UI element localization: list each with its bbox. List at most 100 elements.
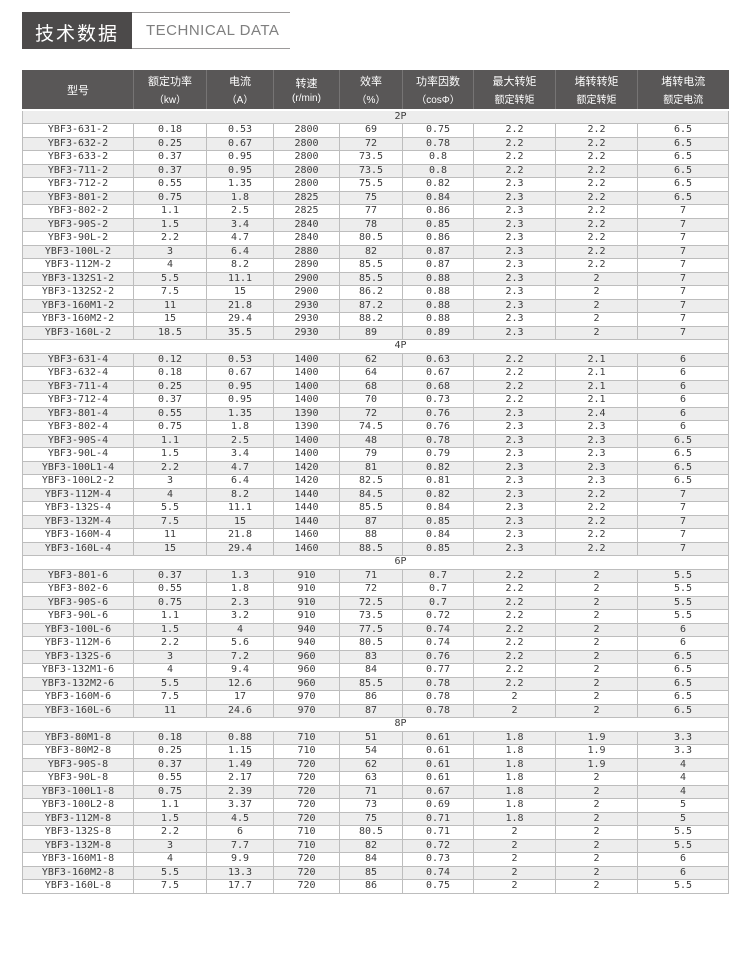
value-cell: 2.2 (555, 231, 638, 246)
table-row: YBF3-160L-4 15 29.4 1460 88.5 0.85 2.3 2.2 7 (22, 541, 729, 556)
value-cell: 1.8 (206, 582, 274, 597)
value-cell: 3 (133, 244, 207, 259)
value-cell: 2.2 (473, 649, 556, 664)
title-chinese: 技术数据 (22, 12, 133, 49)
value-cell: 0.61 (402, 730, 474, 745)
value-cell: 2 (555, 865, 638, 880)
value-cell: 2800 (273, 163, 340, 178)
value-cell: 910 (273, 595, 340, 610)
value-cell: 77.5 (339, 622, 403, 637)
value-cell: 2.3 (473, 406, 556, 421)
value-cell: 2 (473, 838, 556, 853)
value-cell: 7 (637, 258, 729, 273)
value-cell: 6.5 (637, 703, 729, 718)
model-cell: YBF3-801-4 (22, 406, 134, 421)
model-cell: YBF3-100L2-8 (22, 798, 134, 813)
value-cell: 4.7 (206, 460, 274, 475)
value-cell: 2.2 (555, 217, 638, 232)
value-cell: 0.67 (206, 136, 274, 151)
value-cell: 2840 (273, 217, 340, 232)
table-row: YBF3-112M-2 4 8.2 2890 85.5 0.87 2.3 2.2 7 (22, 258, 729, 273)
value-cell: 2 (555, 312, 638, 327)
value-cell: 2.3 (473, 447, 556, 462)
value-cell: 0.95 (206, 150, 274, 165)
value-cell: 2.2 (555, 514, 638, 529)
value-cell: 1.1 (133, 609, 207, 624)
value-cell: 73.5 (339, 609, 403, 624)
value-cell: 1400 (273, 393, 340, 408)
section-row: 2P (22, 109, 729, 124)
value-cell: 80.5 (339, 825, 403, 840)
value-cell: 0.95 (206, 393, 274, 408)
value-cell: 1.49 (206, 757, 274, 772)
value-cell: 1.8 (473, 730, 556, 745)
table-row: YBF3-112M-8 1.5 4.5 720 75 0.71 1.8 2 5 (22, 811, 729, 826)
value-cell: 0.61 (402, 757, 474, 772)
table-row: YBF3-632-4 0.18 0.67 1400 64 0.67 2.2 2.1 6 (22, 366, 729, 381)
table-row: YBF3-90L-6 1.1 3.2 910 73.5 0.72 2.2 2 5.5 (22, 609, 729, 624)
model-cell: YBF3-100L1-8 (22, 784, 134, 799)
value-cell: 72 (339, 136, 403, 151)
model-cell: YBF3-112M-4 (22, 487, 134, 502)
value-cell: 0.18 (133, 123, 207, 138)
value-cell: 5.5 (637, 838, 729, 853)
value-cell: 2825 (273, 190, 340, 205)
table-row: YBF3-90L-8 0.55 2.17 720 63 0.61 1.8 2 4 (22, 771, 729, 786)
value-cell: 2.2 (555, 204, 638, 219)
value-cell: 0.84 (402, 501, 474, 516)
value-cell: 75 (339, 811, 403, 826)
value-cell: 720 (273, 784, 340, 799)
value-cell: 2.3 (473, 298, 556, 313)
value-cell: 80.5 (339, 636, 403, 651)
value-cell: 6 (637, 379, 729, 394)
value-cell: 2 (555, 798, 638, 813)
value-cell: 1.35 (206, 406, 274, 421)
value-cell: 29.4 (206, 312, 274, 327)
value-cell: 0.76 (402, 649, 474, 664)
value-cell: 0.82 (402, 460, 474, 475)
value-cell: 1460 (273, 541, 340, 556)
value-cell: 9.4 (206, 663, 274, 678)
value-cell: 2.2 (473, 123, 556, 138)
value-cell: 7 (637, 528, 729, 543)
value-cell: 0.53 (206, 352, 274, 367)
value-cell: 1.8 (473, 811, 556, 826)
value-cell: 9.9 (206, 852, 274, 867)
table-row: YBF3-80M2-8 0.25 1.15 710 54 0.61 1.8 1.9 3.3 (22, 744, 729, 759)
value-cell: 0.78 (402, 703, 474, 718)
model-cell: YBF3-90L-6 (22, 609, 134, 624)
value-cell: 2840 (273, 231, 340, 246)
value-cell: 0.77 (402, 663, 474, 678)
value-cell: 15 (133, 541, 207, 556)
model-cell: YBF3-100L2-2 (22, 474, 134, 489)
value-cell: 87 (339, 514, 403, 529)
value-cell: 2 (555, 285, 638, 300)
value-cell: 7 (637, 514, 729, 529)
model-cell: YBF3-802-2 (22, 204, 134, 219)
value-cell: 48 (339, 433, 403, 448)
value-cell: 2.3 (473, 244, 556, 259)
value-cell: 6.5 (637, 676, 729, 691)
value-cell: 720 (273, 852, 340, 867)
value-cell: 4 (637, 771, 729, 786)
value-cell: 24.6 (206, 703, 274, 718)
value-cell: 2.1 (555, 379, 638, 394)
value-cell: 0.95 (206, 163, 274, 178)
value-cell: 1390 (273, 420, 340, 435)
value-cell: 79 (339, 447, 403, 462)
value-cell: 2.3 (473, 460, 556, 475)
value-cell: 8.2 (206, 487, 274, 502)
value-cell: 62 (339, 757, 403, 772)
value-cell: 6.5 (637, 190, 729, 205)
table-row: YBF3-132M1-6 4 9.4 960 84 0.77 2.2 2 6.5 (22, 663, 729, 678)
value-cell: 5 (637, 798, 729, 813)
value-cell: 4 (133, 258, 207, 273)
value-cell: 2.2 (473, 663, 556, 678)
value-cell: 0.7 (402, 582, 474, 597)
model-cell: YBF3-90S-6 (22, 595, 134, 610)
table-row: YBF3-801-2 0.75 1.8 2825 75 0.84 2.3 2.2 6.5 (22, 190, 729, 205)
value-cell: 2825 (273, 204, 340, 219)
table-row: YBF3-160L-2 18.5 35.5 2930 89 0.89 2.3 2 7 (22, 325, 729, 340)
value-cell: 2.2 (133, 636, 207, 651)
column-header: 堵转转矩 额定转矩 (555, 70, 638, 111)
